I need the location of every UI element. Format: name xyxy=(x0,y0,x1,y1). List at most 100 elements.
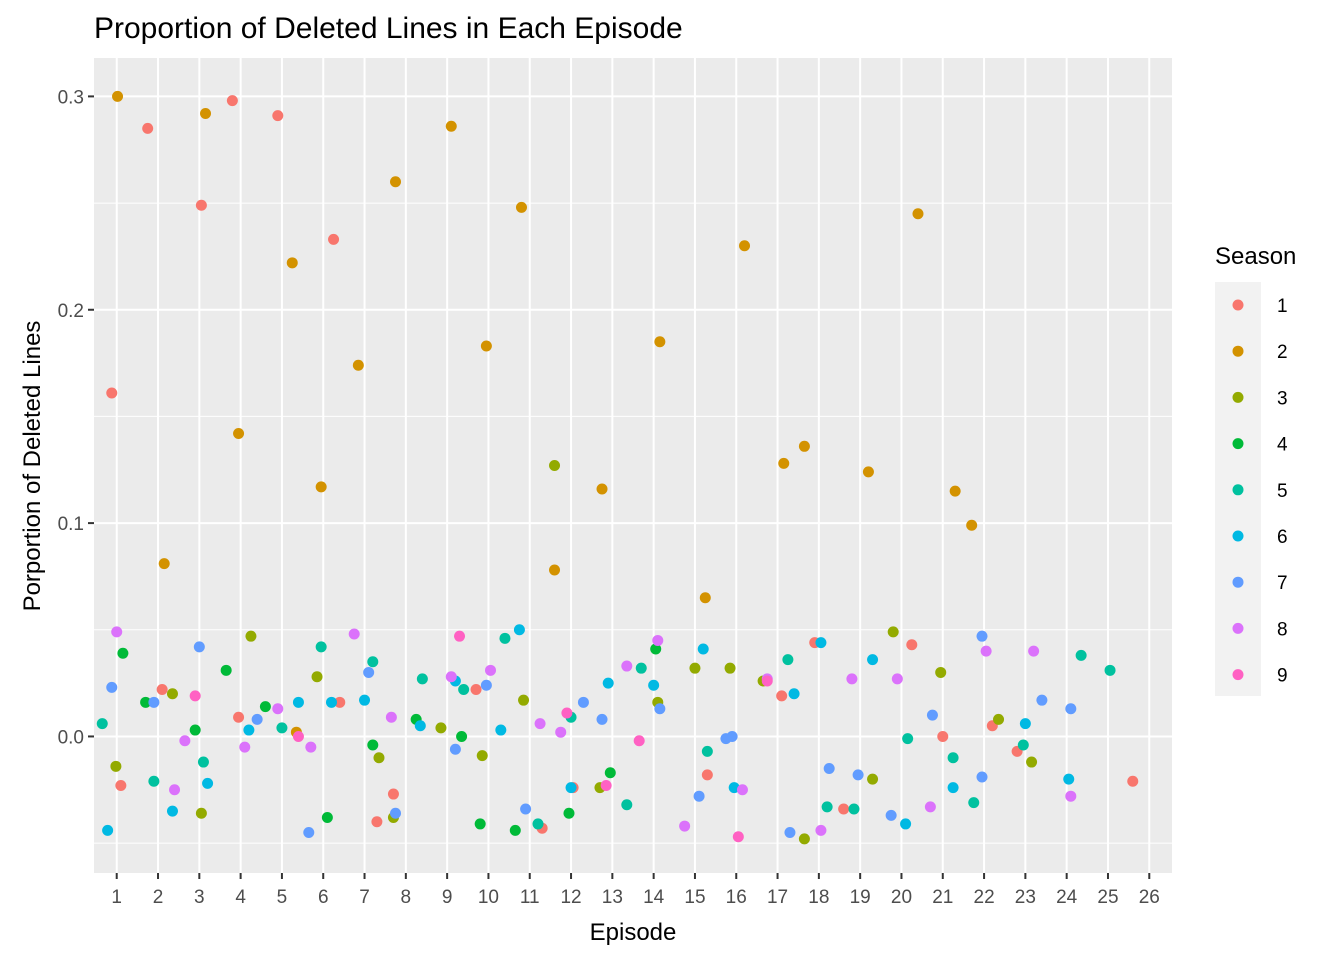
plot-panel xyxy=(94,58,1172,873)
data-point-season-8 xyxy=(111,626,123,638)
data-point-season-7 xyxy=(251,713,263,725)
data-point-season-3 xyxy=(689,662,701,674)
data-point-season-5 xyxy=(782,654,794,666)
data-point-season-7 xyxy=(926,709,938,721)
data-point-season-7 xyxy=(148,696,160,708)
data-point-season-7 xyxy=(577,696,589,708)
data-point-season-5 xyxy=(315,641,327,653)
data-point-season-8 xyxy=(1028,645,1040,657)
data-point-season-2 xyxy=(596,483,608,495)
data-point-season-9 xyxy=(761,675,773,687)
data-point-season-8 xyxy=(736,784,748,796)
data-point-season-7 xyxy=(449,743,461,755)
data-point-season-6 xyxy=(359,694,371,706)
x-tick-label: 13 xyxy=(602,887,623,908)
data-point-season-4 xyxy=(259,701,271,713)
data-point-season-2 xyxy=(233,427,245,439)
data-point-season-3 xyxy=(724,662,736,674)
data-point-season-6 xyxy=(900,818,912,830)
data-point-season-8 xyxy=(305,741,317,753)
x-tick-label: 4 xyxy=(235,887,246,908)
data-point-season-8 xyxy=(239,741,251,753)
data-point-season-1 xyxy=(371,816,383,828)
data-point-season-3 xyxy=(887,626,899,638)
data-point-season-5 xyxy=(197,756,209,768)
data-point-season-8 xyxy=(924,801,936,813)
data-point-season-5 xyxy=(635,662,647,674)
data-point-season-1 xyxy=(906,639,918,651)
data-point-season-2 xyxy=(778,457,790,469)
data-point-season-1 xyxy=(226,95,238,107)
data-point-season-7 xyxy=(480,679,492,691)
data-point-season-5 xyxy=(1075,649,1087,661)
data-point-season-5 xyxy=(1104,664,1116,676)
data-point-season-5 xyxy=(968,797,980,809)
legend-items: 1 2 3 4 5 6 7 8 9 xyxy=(1232,296,1288,687)
x-tick-label: 18 xyxy=(808,887,829,908)
data-point-season-9 xyxy=(600,780,612,792)
x-tick-label: 9 xyxy=(442,887,453,908)
data-point-season-3 xyxy=(311,671,323,683)
data-point-season-6 xyxy=(788,688,800,700)
data-point-season-9 xyxy=(633,735,645,747)
data-point-season-2 xyxy=(515,201,527,213)
y-tick-label: 0.3 xyxy=(58,87,84,108)
y-tick-label: 0.1 xyxy=(58,514,84,535)
x-tick-label: 20 xyxy=(891,887,912,908)
data-point-season-5 xyxy=(148,775,160,787)
data-point-season-2 xyxy=(966,519,978,531)
data-point-season-3 xyxy=(435,722,447,734)
data-point-season-1 xyxy=(195,199,207,211)
x-tick-label: 11 xyxy=(520,887,540,908)
data-point-season-3 xyxy=(245,630,257,642)
x-tick-label: 15 xyxy=(684,887,705,908)
data-point-season-3 xyxy=(549,460,561,471)
data-point-season-2 xyxy=(699,592,711,604)
data-point-season-2 xyxy=(200,107,212,119)
data-point-season-5 xyxy=(701,745,713,757)
data-point-season-6 xyxy=(815,637,827,649)
data-point-season-8 xyxy=(891,673,903,685)
data-point-season-8 xyxy=(621,660,633,672)
data-point-season-8 xyxy=(169,784,181,796)
data-point-season-7 xyxy=(596,713,608,725)
data-point-season-3 xyxy=(166,688,178,700)
data-point-season-2 xyxy=(862,466,874,478)
data-point-season-7 xyxy=(390,807,402,819)
y-axis-title: Porportion of Deleted Lines xyxy=(19,321,46,612)
legend-label-season-4: 4 xyxy=(1277,435,1288,456)
data-point-season-8 xyxy=(679,820,691,832)
y-axis: 0.0 0.1 0.2 0.3 xyxy=(58,87,94,748)
minor-gridlines xyxy=(94,202,1172,844)
data-point-season-6 xyxy=(1063,773,1075,785)
data-point-season-7 xyxy=(1036,694,1048,706)
data-point-season-4 xyxy=(117,647,129,659)
data-point-season-3 xyxy=(867,773,879,785)
data-point-season-4 xyxy=(474,818,486,830)
data-point-season-3 xyxy=(110,760,122,772)
data-point-season-1 xyxy=(334,696,346,708)
x-tick-label: 10 xyxy=(478,887,499,908)
x-tick-label: 23 xyxy=(1015,887,1036,908)
major-gridlines xyxy=(94,58,1172,873)
x-tick-label: 5 xyxy=(277,887,288,908)
data-point-season-7 xyxy=(303,826,315,838)
data-point-season-1 xyxy=(106,387,118,399)
x-tick-label: 21 xyxy=(932,887,953,908)
data-point-season-6 xyxy=(243,724,255,736)
data-point-season-7 xyxy=(976,630,988,642)
legend-label-season-7: 7 xyxy=(1277,573,1288,594)
x-tick-label: 7 xyxy=(359,887,370,908)
data-point-season-6 xyxy=(202,777,214,789)
data-point-season-4 xyxy=(509,824,521,836)
legend-key-season-9 xyxy=(1232,669,1244,681)
legend-key-season-7 xyxy=(1232,576,1244,588)
data-point-season-7 xyxy=(823,762,835,774)
data-point-season-8 xyxy=(485,664,497,676)
data-point-season-7 xyxy=(520,803,532,815)
legend-label-season-3: 3 xyxy=(1277,388,1288,409)
data-point-season-6 xyxy=(728,782,740,794)
x-tick-label: 12 xyxy=(560,887,581,908)
data-point-season-1 xyxy=(233,711,245,723)
